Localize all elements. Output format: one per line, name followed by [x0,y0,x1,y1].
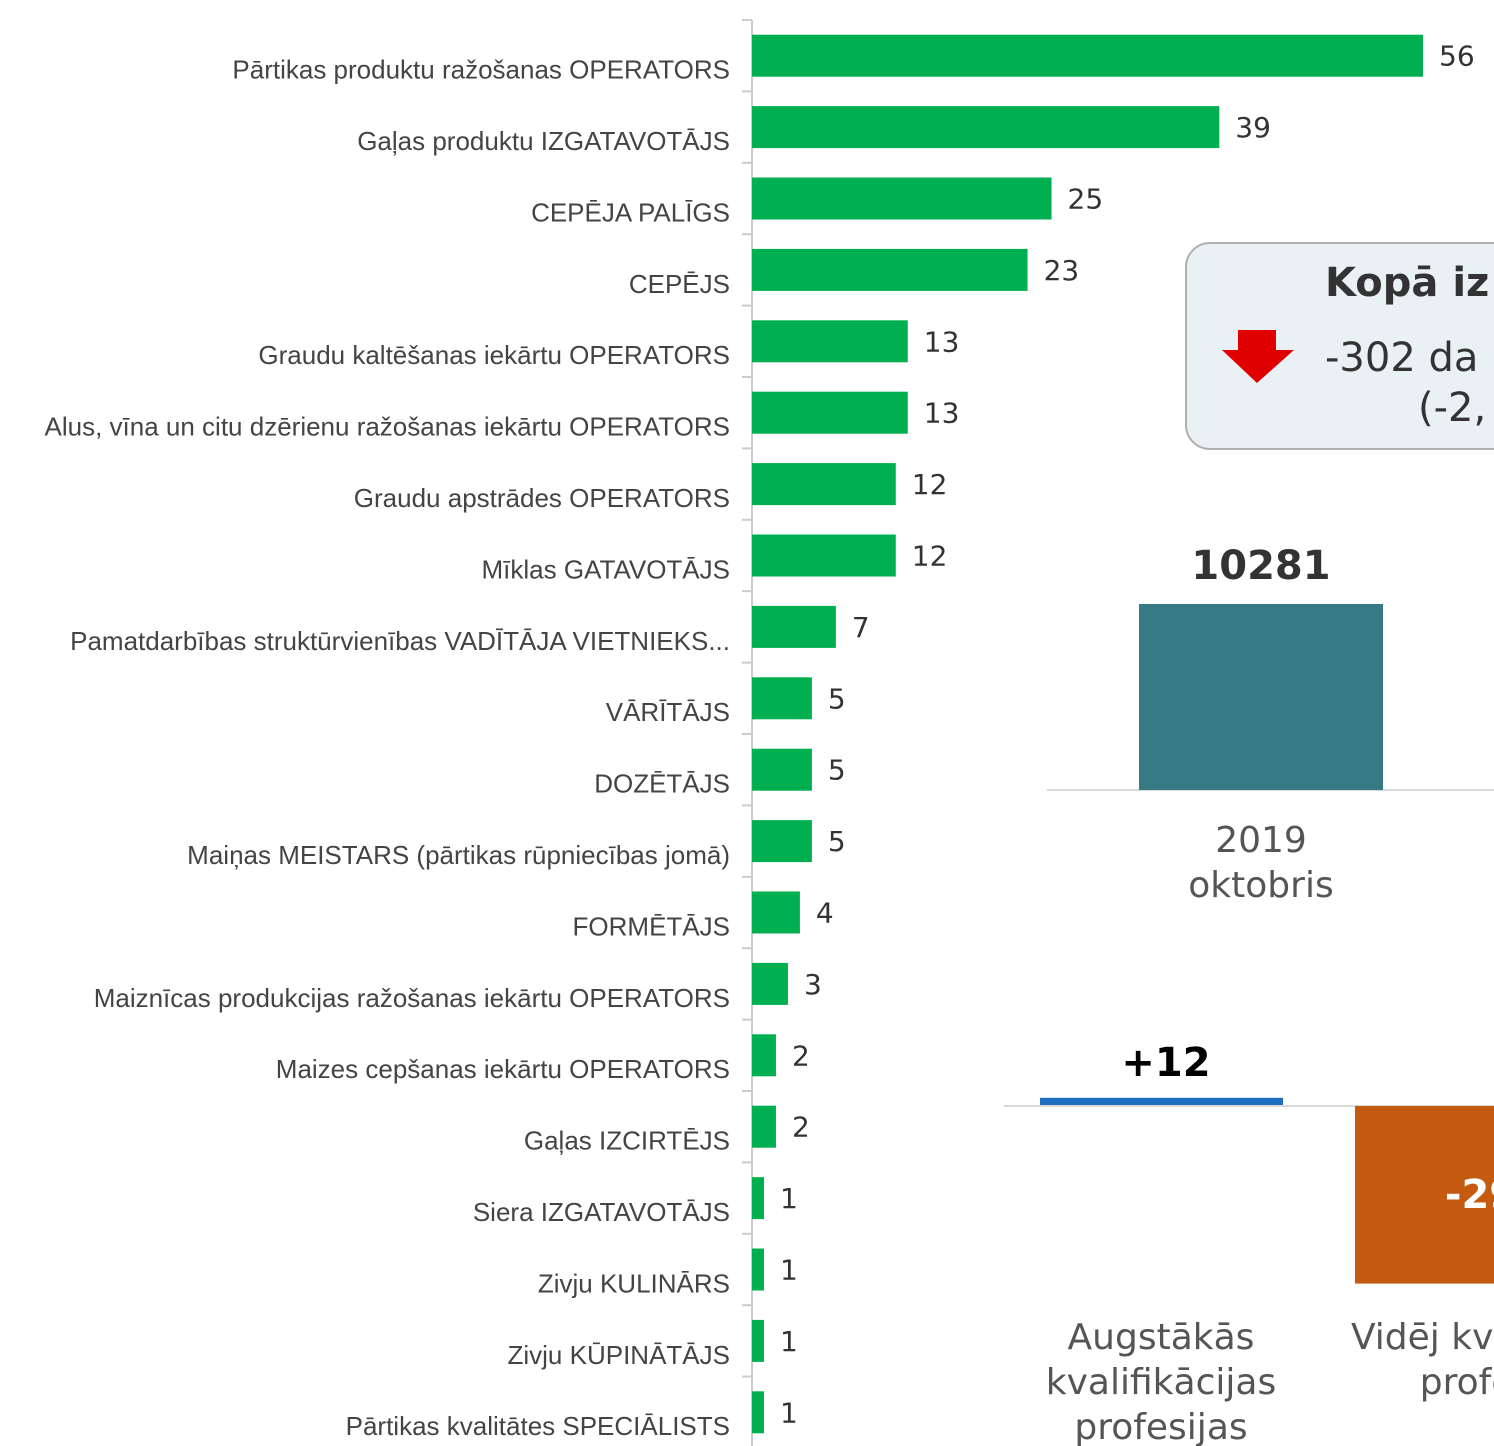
category-label: Maiznīcas produkcijas ražošanas iekārtu … [94,983,730,1013]
value-label: 5 [828,754,846,787]
category-label: VĀRĪTĀJS [606,697,730,727]
category-label: Maizes cepšanas iekārtu OPERATORS [276,1054,730,1084]
card-line: (-2, [1418,385,1486,431]
bar [1355,1106,1494,1284]
bar [752,177,1052,220]
bar [752,891,800,934]
value-label: 7 [852,611,870,644]
category-label: Gaļas produktu IZGATAVOTĀJS [357,126,730,156]
category-label: Mīklas GATAVOTĀJS [482,554,730,584]
category-label: 2019 oktobris [1188,820,1334,906]
bar [752,1248,764,1291]
bar [752,320,908,363]
bar [1139,604,1383,790]
category-label: Graudu kaltēšanas iekārtu OPERATORS [258,340,730,370]
value-label: 12 [912,540,948,573]
value-label: +12 [1121,1040,1210,1086]
bar [752,1391,764,1434]
value-label: 1 [780,1182,798,1215]
category-label: Alus, vīna un citu dzērienu ražošanas ie… [45,412,730,442]
value-label: 5 [828,825,846,858]
bar [752,820,812,863]
value-label: 1 [780,1396,798,1429]
card-line: -302 da [1325,335,1478,381]
value-label: 39 [1235,111,1271,144]
bar [752,962,788,1005]
value-label: 5 [828,682,846,715]
value-label: 3 [804,968,822,1001]
value-label: 13 [924,397,960,430]
bar [752,1034,776,1077]
bar [752,34,1423,77]
bar [752,463,896,506]
category-label: DOZĒTĀJS [594,769,730,799]
card-title: Kopā iz [1325,260,1489,306]
bar [752,748,812,791]
category-label: Siera IZGATAVOTĀJS [473,1197,730,1227]
category-label: Gaļas IZCIRTĒJS [524,1126,730,1156]
down-arrow [1222,330,1294,383]
category-label: FORMĒTĀJS [573,911,730,941]
bar [1040,1097,1283,1105]
value-label: 23 [1044,254,1080,287]
category-label: Vidēj kvalifikā profes [1350,1317,1494,1403]
category-label: Graudu apstrādes OPERATORS [354,483,730,513]
category-label: Pārtikas kvalitātes SPECIĀLISTS [346,1411,730,1441]
value-label: 2 [792,1111,810,1144]
category-label: Augstākās kvalifikācijas profesijas [1045,1317,1277,1446]
value-label: 12 [912,468,948,501]
bar [752,391,908,434]
value-label: 13 [924,325,960,358]
value-label: 56 [1439,40,1475,73]
value-label: 4 [816,897,834,930]
category-label: CEPĒJA PALĪGS [531,197,730,227]
bar [752,248,1028,291]
value-label: 1 [780,1254,798,1287]
bar [752,534,896,577]
value-label: -29 [1445,1172,1494,1218]
value-label: 2 [792,1039,810,1072]
value-label: 10281 [1191,543,1330,589]
bar [752,1177,764,1220]
bar [752,106,1220,149]
bar [752,677,812,720]
category-label: Zivju KULINĀRS [538,1268,730,1298]
category-label: Maiņas MEISTARS (pārtikas rūpniecības jo… [187,840,730,870]
value-label: 25 [1068,183,1104,216]
category-label: Zivju KŪPINĀTĀJS [508,1340,731,1370]
category-label: Pamatdarbības struktūrvienības VADĪTĀJA … [70,626,730,656]
category-label: CEPĒJS [629,269,730,299]
category-label: Pārtikas produktu ražošanas OPERATORS [232,55,730,85]
bar [752,1105,776,1148]
bar [752,605,836,648]
summary-card [1185,242,1494,450]
bar [752,1319,764,1362]
value-label: 1 [780,1325,798,1358]
